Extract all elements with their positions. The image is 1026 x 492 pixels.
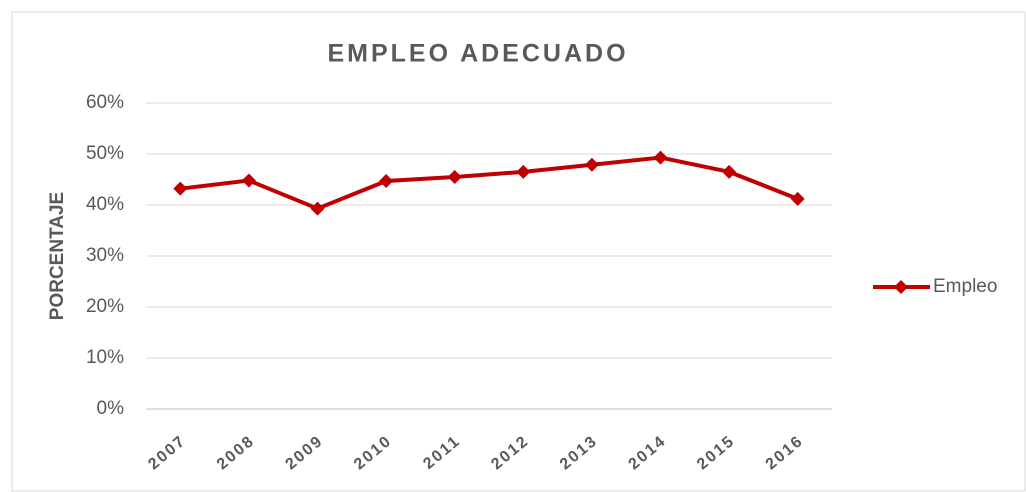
- point-marker: [447, 169, 462, 184]
- y-axis-label: PORCENTAJE: [47, 192, 68, 320]
- legend-marker: [894, 280, 908, 294]
- y-tick-label: 60%: [86, 92, 124, 113]
- point-marker: [790, 191, 805, 206]
- chart-title: EMPLEO ADECUADO: [327, 40, 628, 68]
- point-marker: [584, 157, 599, 172]
- y-tick-label: 10%: [86, 347, 124, 368]
- point-marker: [722, 164, 737, 179]
- chart-frame: [11, 11, 1026, 492]
- point-marker: [310, 201, 325, 216]
- point-marker: [516, 164, 531, 179]
- legend-label: Empleo: [933, 276, 997, 297]
- y-tick-label: 40%: [86, 194, 124, 215]
- point-marker: [653, 150, 668, 165]
- line: [180, 155, 799, 211]
- point-marker: [241, 173, 256, 188]
- point-marker: [173, 181, 188, 196]
- y-tick-label: 30%: [86, 245, 124, 266]
- y-tick-label: 50%: [86, 143, 124, 164]
- point-marker: [379, 174, 394, 189]
- y-tick-label: 20%: [86, 296, 124, 317]
- y-tick-label: 0%: [97, 398, 125, 419]
